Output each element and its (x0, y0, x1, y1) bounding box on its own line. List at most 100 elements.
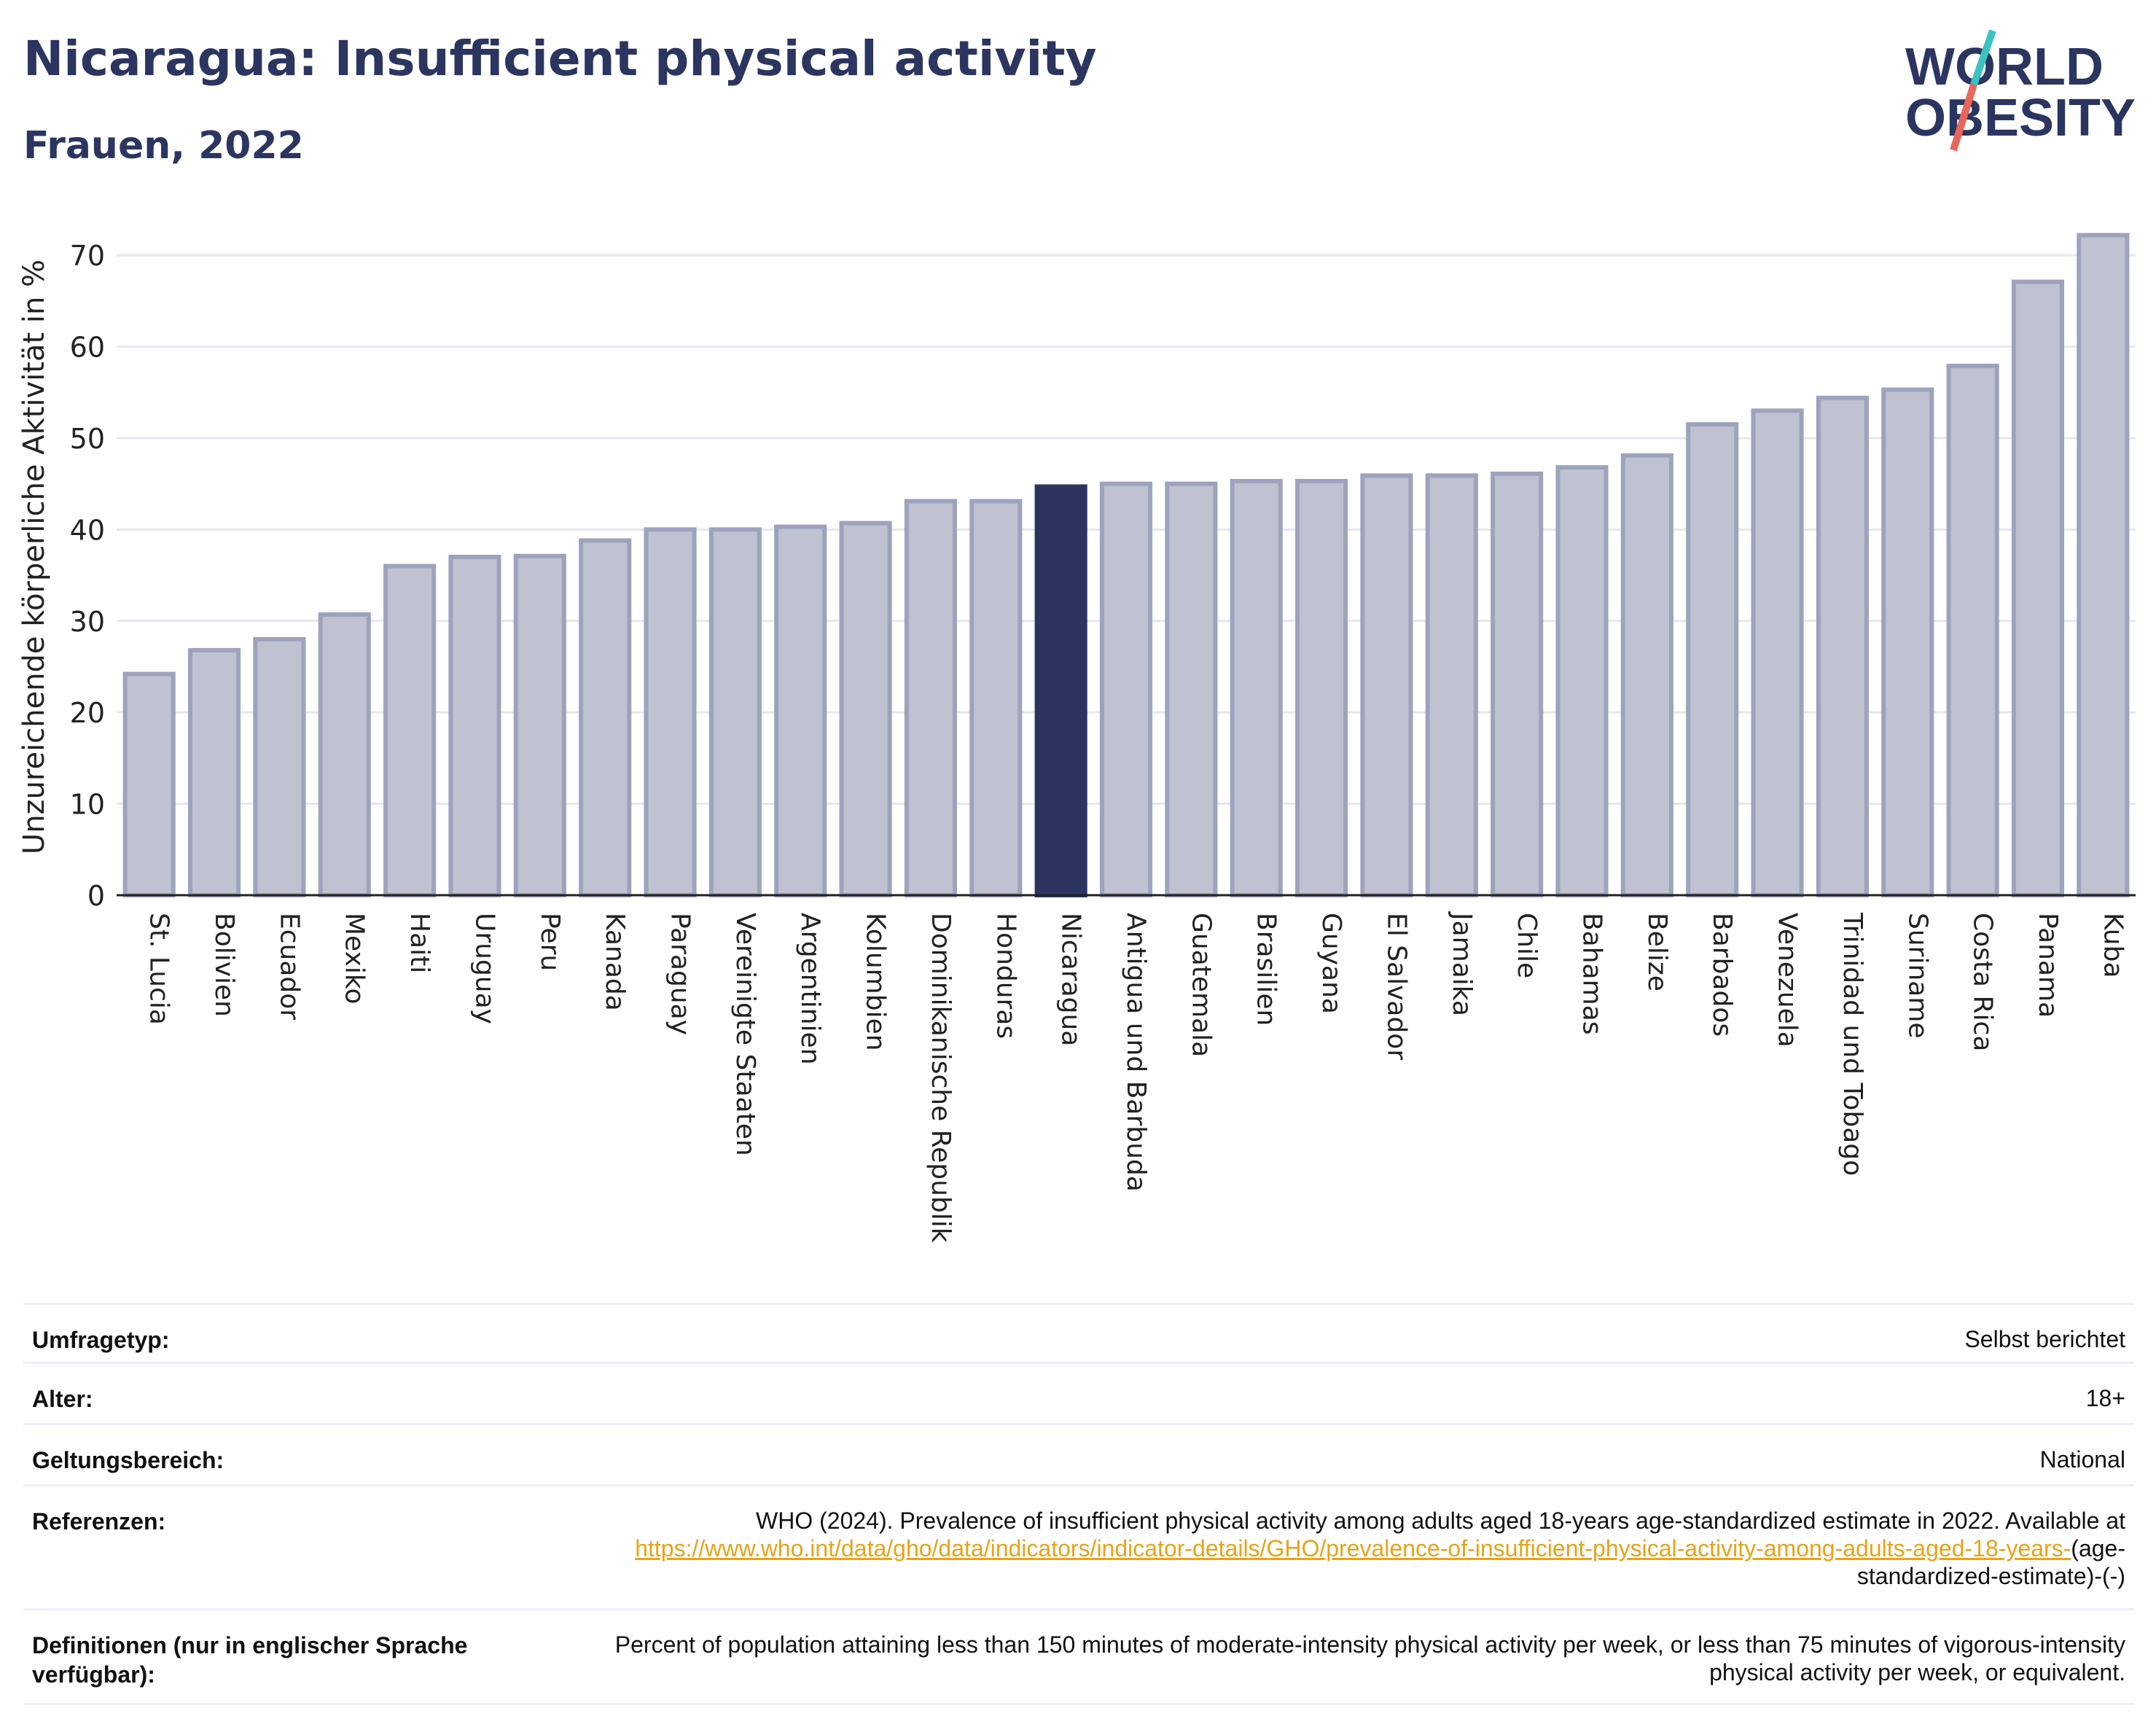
x-tick-label: Dominikanische Republik (926, 913, 956, 1243)
bar (1230, 478, 1283, 897)
x-tick-label: Honduras (991, 913, 1020, 1039)
bar (1751, 408, 1804, 897)
x-tick-label: Bahamas (1577, 913, 1606, 1035)
bar (774, 524, 827, 897)
x-tick-label: Suriname (1902, 913, 1932, 1039)
info-row-definitions: Definitionen (nur in englischer Sprache … (23, 1610, 2134, 1705)
bars (122, 233, 2130, 898)
bar (1816, 395, 1869, 897)
chart-title: Nicaragua: Insufficient physical activit… (23, 31, 1097, 87)
bar (187, 647, 241, 897)
bar (1360, 473, 1413, 898)
x-tick-label: Peru (535, 913, 565, 971)
bar (969, 499, 1023, 898)
bar (448, 555, 501, 897)
info-label: Alter: (32, 1386, 93, 1412)
info-value: Selbst berichtet (1964, 1326, 2125, 1352)
x-tick-label: Guyana (1316, 913, 1346, 1014)
bar (904, 499, 957, 898)
logo-slash-bottom (1950, 83, 1977, 152)
x-tick-label: Mexiko (340, 913, 370, 1004)
bar (253, 636, 306, 897)
x-tick-label: El Salvador (1381, 913, 1411, 1060)
y-tick-label: 30 (70, 606, 105, 638)
x-tick-label: Jamaika (1447, 911, 1477, 1016)
x-tick-label: Brasilien (1251, 913, 1281, 1026)
info-row-age: Alter: 18+ (23, 1364, 2134, 1425)
bar (1881, 387, 1934, 897)
bar (122, 671, 176, 897)
x-tick-label: Kuba (2098, 913, 2128, 978)
bar (1295, 478, 1348, 897)
x-tick-label: Bolivien (209, 913, 239, 1017)
info-value: 18+ (2085, 1385, 2125, 1411)
logo-text-world: WORLD (1905, 38, 2104, 96)
references-value: WHO (2024). Prevalence of insufficient p… (595, 1507, 2125, 1590)
bar (1491, 471, 1544, 897)
y-tick-label: 70 (70, 240, 105, 272)
bar (708, 527, 762, 897)
info-row-scope: Geltungsbereich: National (23, 1425, 2134, 1486)
x-tick-label: Panama (2033, 913, 2063, 1018)
bar (1686, 422, 1739, 897)
logo-text-obesity: OBESITY (1905, 89, 2136, 147)
info-row-survey-type: Umfragetyp: Selbst berichtet (23, 1303, 2134, 1364)
info-row-references: Referenzen: WHO (2024). Prevalence of in… (23, 1486, 2134, 1610)
x-tick-label: Guatemala (1186, 913, 1216, 1057)
x-tick-label: Barbados (1707, 913, 1737, 1037)
bar (513, 553, 566, 897)
info-label: Referenzen: (32, 1508, 166, 1535)
chart-subtitle: Frauen, 2022 (23, 124, 304, 168)
world-obesity-logo: WORLD OBESITY (1905, 29, 2136, 152)
bar (1425, 473, 1478, 898)
y-axis-label: Unzureichende körperliche Aktivität in % (17, 260, 51, 854)
x-tick-label: Kolumbien (861, 913, 891, 1051)
y-tick-label: 40 (70, 514, 105, 546)
info-value: Percent of population attaining less tha… (614, 1631, 2125, 1685)
x-tick-label: Belize (1642, 913, 1672, 991)
bar-chart: 0 10 20 30 40 50 60 70 St. Lucia Bolivien Ecuador… (17, 233, 2136, 1243)
x-tick-label: Antigua und Barbuda (1121, 913, 1151, 1192)
references-link[interactable]: https://www.who.int/data/gho/data/indica… (635, 1535, 2071, 1562)
x-tick-label: Costa Rica (1968, 913, 1998, 1051)
references-suffix: (age-standardized-estimate)-(-) (1856, 1535, 2125, 1589)
info-label: Definitionen (nur in englischer Sprache … (32, 1632, 468, 1688)
bar (1620, 453, 1673, 897)
x-tick-label: Uruguay (469, 913, 499, 1024)
x-tick-label: Ecuador (274, 913, 304, 1020)
info-label: Umfragetyp: (32, 1327, 170, 1353)
x-tick-label: Nicaragua (1056, 913, 1086, 1046)
bar (318, 612, 371, 898)
x-tick-label: Haiti (405, 913, 434, 973)
bar (1165, 481, 1218, 898)
x-tick-label: Argentinien (795, 913, 825, 1065)
x-tick-label: Kanada (600, 913, 630, 1011)
x-tick-label: St. Lucia (144, 913, 174, 1025)
y-tick-label: 0 (87, 880, 105, 912)
bar (2011, 279, 2065, 898)
y-tick-label: 10 (70, 789, 105, 821)
y-tick-labels: 0 10 20 30 40 50 60 70 (70, 240, 105, 912)
info-value: National (2039, 1446, 2125, 1473)
x-tick-label: Trinidad und Tobago (1837, 912, 1867, 1176)
bar (1555, 465, 1609, 897)
x-tick-label: Paraguay (665, 913, 695, 1035)
y-tick-label: 60 (70, 332, 105, 364)
bar (644, 527, 697, 897)
bar (1099, 481, 1153, 898)
y-tick-label: 20 (70, 697, 105, 729)
bar-highlight (1034, 484, 1087, 897)
logo-slash-top (1970, 29, 1996, 86)
bar (839, 520, 892, 897)
x-tick-labels: St. Lucia Bolivien Ecuador Mexiko Haiti Urugu… (144, 911, 2128, 1243)
bar (383, 564, 437, 897)
references-text: WHO (2024). Prevalence of insufficient p… (756, 1508, 2125, 1534)
info-table: Umfragetyp: Selbst berichtet Alter: 18+ … (23, 1303, 2134, 1705)
x-tick-label: Chile (1512, 913, 1542, 978)
bar (579, 538, 632, 897)
bar (1946, 363, 1999, 897)
y-tick-label: 50 (70, 423, 105, 455)
info-label: Geltungsbereich: (32, 1447, 224, 1473)
x-tick-label: Venezuela (1773, 913, 1802, 1048)
x-tick-label: Vereinigte Staaten (730, 913, 760, 1156)
